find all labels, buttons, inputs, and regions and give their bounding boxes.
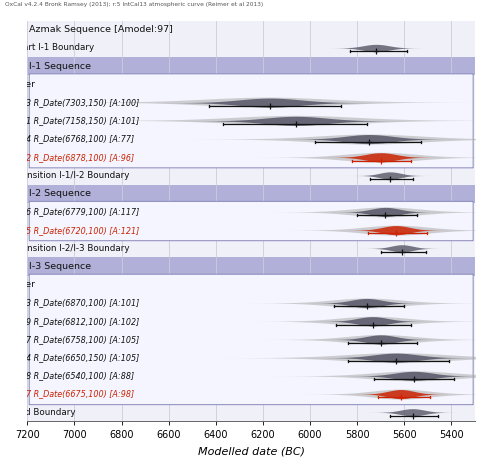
Text: After: After [14,280,36,289]
Bar [27,94,475,112]
Bar [27,221,475,239]
Bar [27,349,475,367]
Text: Bln-294 R_Date(6768,100) [A:77]: Bln-294 R_Date(6768,100) [A:77] [0,135,134,144]
Bar [27,21,475,39]
Bar [27,57,475,75]
Bar [27,75,475,94]
Text: Bln-293 R_Date(7303,150) [A:100]: Bln-293 R_Date(7303,150) [A:100] [0,98,140,107]
Text: Bln-291 R_Date(7158,150) [A:101]: Bln-291 R_Date(7158,150) [A:101] [0,116,140,125]
Bar [27,112,475,130]
Text: After: After [14,80,36,89]
Text: Bln-267 R_Date(6758,100) [A:105]: Bln-267 R_Date(6758,100) [A:105] [0,335,140,344]
Text: I-2 Sequence: I-2 Sequence [28,189,91,198]
Bar [27,239,475,258]
Text: Start I-1 Boundary: Start I-1 Boundary [14,43,95,52]
Text: Bln-203 R_Date(6870,100) [A:101]: Bln-203 R_Date(6870,100) [A:101] [0,299,140,308]
Text: I-1 Sequence: I-1 Sequence [28,62,91,71]
FancyBboxPatch shape [29,74,473,168]
Text: Azmak Sequence [Amodel:97]: Azmak Sequence [Amodel:97] [28,25,172,34]
Bar [27,294,475,312]
Text: Bln-295 R_Date(6720,100) [A:121]: Bln-295 R_Date(6720,100) [A:121] [0,226,140,235]
Text: Transition I-1/I-2 Boundary: Transition I-1/I-2 Boundary [14,171,130,180]
Bar [27,185,475,203]
Text: Bln-299 R_Date(6812,100) [A:102]: Bln-299 R_Date(6812,100) [A:102] [0,317,140,326]
Text: Bln-292 R_Date(6878,100) [A:96]: Bln-292 R_Date(6878,100) [A:96] [0,153,134,162]
FancyBboxPatch shape [29,274,473,405]
Bar [27,330,475,349]
Bar [27,130,475,148]
Text: Bln-224 R_Date(6650,150) [A:105]: Bln-224 R_Date(6650,150) [A:105] [0,353,140,362]
Bar [27,403,475,422]
Text: OxCal v4.2.4 Bronk Ramsey (2013); r:5 IntCal13 atmospheric curve (Reimer et al 2: OxCal v4.2.4 Bronk Ramsey (2013); r:5 In… [5,2,263,8]
Text: End Boundary: End Boundary [14,408,76,417]
Bar [27,367,475,385]
Bar [27,312,475,330]
Text: Bln-297 R_Date(6675,100) [A:98]: Bln-297 R_Date(6675,100) [A:98] [0,390,134,398]
X-axis label: Modelled date (BC): Modelled date (BC) [197,446,305,456]
Bar [27,166,475,185]
Text: Bln-296 R_Date(6779,100) [A:117]: Bln-296 R_Date(6779,100) [A:117] [0,207,140,217]
Bar [27,148,475,166]
Bar [27,258,475,276]
Bar [27,203,475,221]
Text: I-3 Sequence: I-3 Sequence [28,262,91,271]
Bar [27,276,475,294]
Bar [27,385,475,403]
FancyBboxPatch shape [29,202,473,241]
Bar [27,39,475,57]
Text: Transition I-2/I-3 Boundary: Transition I-2/I-3 Boundary [14,244,130,253]
Text: Bln-298 R_Date(6540,100) [A:88]: Bln-298 R_Date(6540,100) [A:88] [0,371,134,381]
